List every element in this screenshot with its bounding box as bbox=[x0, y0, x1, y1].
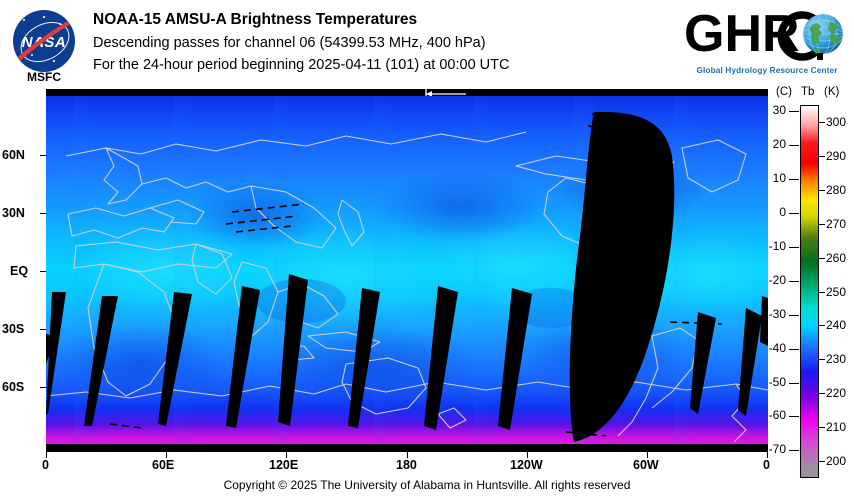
colorbar-celsius-label--20: -20 bbox=[768, 272, 786, 287]
colorbar-celsius-label--60: -60 bbox=[768, 408, 786, 423]
colorbar-tick-k-240 bbox=[819, 325, 825, 327]
brightness-temperature-field bbox=[46, 96, 768, 444]
colorbar-kelvin-label-250: 250 bbox=[826, 284, 847, 299]
scanline-artifacts bbox=[109, 113, 723, 437]
colorbar-kelvin-label-300: 300 bbox=[826, 114, 847, 129]
colorbar-kelvin-label-200: 200 bbox=[826, 454, 847, 469]
x-tick-360: 0 bbox=[763, 458, 770, 472]
colorbar-kelvin-label-290: 290 bbox=[826, 148, 847, 163]
y-tick-eq: EQ bbox=[10, 264, 29, 278]
map-panel[interactable] bbox=[46, 89, 768, 452]
colorbar-kelvin-label-240: 240 bbox=[826, 318, 847, 333]
colorbar-tick-k-230 bbox=[819, 359, 825, 361]
colorbar-tick-c-0 bbox=[789, 213, 799, 214]
colorbar-tick-c--30 bbox=[789, 314, 799, 316]
nasa-logo: NASA MSFC bbox=[8, 8, 84, 84]
subtitle-period: For the 24-hour period beginning 2025-04… bbox=[93, 57, 510, 73]
ghrc-tagline: Global Hydrology Resource Center bbox=[696, 65, 838, 75]
colorbar-kelvin-label-230: 230 bbox=[826, 352, 847, 367]
colorbar-kelvin-label-210: 210 bbox=[826, 420, 847, 435]
colorbar-tick-c--40 bbox=[789, 348, 799, 350]
colorbar-tick-k-260 bbox=[819, 257, 825, 259]
title-block: NOAA-15 AMSU-A Brightness Temperatures D… bbox=[93, 10, 509, 77]
colorbar-unit-celsius: (C) bbox=[776, 86, 792, 98]
nasa-meatball-icon: NASA bbox=[13, 10, 75, 72]
ghrc-logo: GHR Global Hydrology Resource Center bbox=[684, 8, 850, 80]
y-tick-60n: 60N bbox=[2, 148, 25, 162]
colorbar-tick-c--50 bbox=[789, 382, 799, 384]
colorbar-celsius-label--70: -70 bbox=[768, 442, 786, 457]
copyright-notice: Copyright © 2025 The University of Alaba… bbox=[223, 478, 631, 492]
x-tick-120w: 120W bbox=[510, 458, 543, 472]
subtitle-channel: Descending passes for channel 06 (54399.… bbox=[93, 35, 486, 51]
colorbar-tick-k-280 bbox=[819, 189, 825, 191]
x-tick-180: 180 bbox=[396, 458, 417, 472]
y-tick-60s: 60S bbox=[2, 380, 25, 394]
colorbar-celsius-label--50: -50 bbox=[768, 374, 786, 389]
page-title: NOAA-15 AMSU-A Brightness Temperatures bbox=[93, 11, 418, 28]
colorbar-tick-c--70 bbox=[789, 450, 799, 452]
colorbar-celsius-label-30: 30 bbox=[772, 103, 786, 118]
colorbar-celsius-label--30: -30 bbox=[768, 306, 786, 321]
x-tick-0: 0 bbox=[42, 458, 49, 472]
colorbar-tick-c--20 bbox=[789, 280, 799, 282]
colorbar-tick-k-270 bbox=[819, 223, 825, 225]
colorbar-tick-c-20 bbox=[789, 145, 799, 147]
colorbar-celsius-label--40: -40 bbox=[768, 340, 786, 355]
colorbar-kelvin-label-280: 280 bbox=[826, 182, 847, 197]
colorbar-celsius-label--10: -10 bbox=[768, 238, 786, 253]
colorbar-unit-kelvin: (K) bbox=[824, 86, 840, 98]
colorbar-celsius-label-0: 0 bbox=[779, 205, 786, 219]
colorbar-tick-c-10 bbox=[789, 179, 799, 181]
missing-data-swaths bbox=[46, 111, 768, 442]
y-tick-30s: 30S bbox=[2, 322, 25, 336]
colorbar-celsius-label-10: 10 bbox=[772, 171, 786, 186]
colorbar-tick-k-210 bbox=[819, 427, 825, 429]
colorbar-tick-k-220 bbox=[819, 393, 825, 395]
colorbar-tick-c--60 bbox=[789, 416, 799, 418]
nasa-center-label: MSFC bbox=[27, 70, 61, 84]
colorbar-tick-c--10 bbox=[789, 246, 799, 248]
map-data-canvas bbox=[46, 96, 768, 444]
ghrc-wordmark-icon: GHR bbox=[684, 8, 844, 62]
x-tick-60e: 60E bbox=[152, 458, 175, 472]
colorbar-kelvin-label-260: 260 bbox=[826, 250, 847, 265]
colorbar-tick-k-290 bbox=[819, 155, 825, 157]
colorbar[interactable] bbox=[800, 105, 819, 478]
colorbar-tick-c-30 bbox=[789, 111, 799, 113]
colorbar-celsius-label-20: 20 bbox=[772, 137, 786, 152]
colorbar-tick-k-250 bbox=[819, 291, 825, 293]
nasa-swoosh-icon bbox=[13, 16, 75, 67]
x-tick-120e: 120E bbox=[269, 458, 299, 472]
colorbar-tick-k-300 bbox=[819, 121, 825, 123]
y-tick-30n: 30N bbox=[2, 206, 25, 220]
colorbar-kelvin-label-220: 220 bbox=[826, 386, 847, 401]
x-tick-60w: 60W bbox=[633, 458, 659, 472]
colorbar-label-tb: Tb bbox=[801, 86, 815, 98]
colorbar-kelvin-label-270: 270 bbox=[826, 216, 847, 231]
colorbar-tick-k-200 bbox=[819, 461, 825, 463]
